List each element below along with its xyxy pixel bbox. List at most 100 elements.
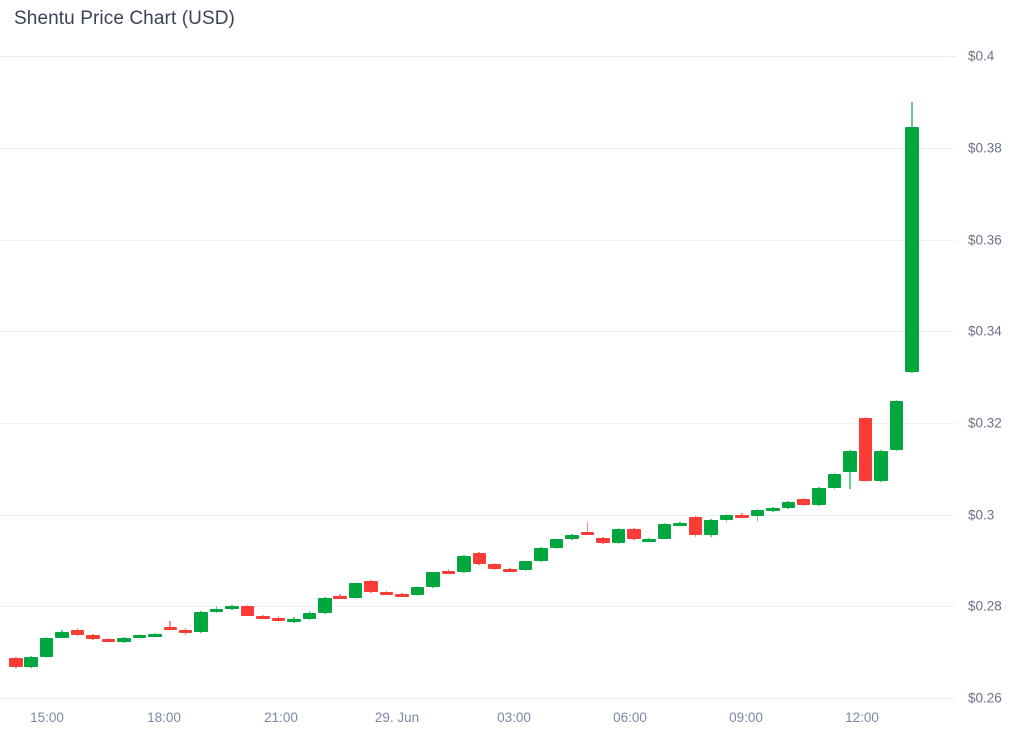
candlestick[interactable] xyxy=(657,40,672,705)
candlestick-body xyxy=(518,561,533,570)
candlestick[interactable] xyxy=(256,40,270,705)
candlestick[interactable] xyxy=(627,40,641,705)
candlestick[interactable] xyxy=(750,40,765,705)
candlestick[interactable] xyxy=(55,40,69,705)
candlestick[interactable] xyxy=(70,40,85,705)
candlestick-body xyxy=(148,633,162,637)
candlestick-body xyxy=(781,501,795,509)
candlestick[interactable] xyxy=(905,40,919,705)
candlestick[interactable] xyxy=(642,40,656,705)
candlestick[interactable] xyxy=(812,40,826,705)
candlestick[interactable] xyxy=(9,40,23,705)
candlestick[interactable] xyxy=(580,40,595,705)
candlestick[interactable] xyxy=(86,40,100,705)
y-tick-label: $0.4 xyxy=(968,48,995,64)
candlestick[interactable] xyxy=(148,40,162,705)
candlestick[interactable] xyxy=(163,40,177,705)
gridline xyxy=(0,514,956,516)
candlestick[interactable] xyxy=(688,40,703,705)
candlestick-body xyxy=(750,510,765,517)
candlestick-body xyxy=(55,631,69,638)
candlestick[interactable] xyxy=(858,40,873,705)
candlestick[interactable] xyxy=(503,40,517,705)
candlestick[interactable] xyxy=(364,40,378,705)
candlestick[interactable] xyxy=(194,40,208,705)
candlestick[interactable] xyxy=(348,40,363,705)
candlestick[interactable] xyxy=(395,40,409,705)
candlestick-body xyxy=(163,627,177,631)
y-tick-label: $0.3 xyxy=(968,507,995,523)
candlestick[interactable] xyxy=(518,40,533,705)
candlestick[interactable] xyxy=(271,40,286,705)
candlestick-body xyxy=(549,539,564,548)
candlestick[interactable] xyxy=(549,40,564,705)
candlestick[interactable] xyxy=(117,40,131,705)
gridline xyxy=(0,698,956,700)
candlestick-body xyxy=(39,637,54,657)
candlestick-body xyxy=(240,606,255,616)
candlestick-body xyxy=(565,534,579,540)
x-tick-label: 09:00 xyxy=(729,710,763,725)
candlestick[interactable] xyxy=(132,40,147,705)
gridline xyxy=(0,147,956,149)
candlestick[interactable] xyxy=(673,40,687,705)
x-tick-label: 03:00 xyxy=(497,710,531,725)
chart-plot-area[interactable] xyxy=(0,40,956,705)
candlestick[interactable] xyxy=(39,40,54,705)
page-title: Shentu Price Chart (USD) xyxy=(14,8,235,29)
candlestick-body xyxy=(472,553,486,565)
y-tick-label: $0.26 xyxy=(968,690,1002,706)
candlestick[interactable] xyxy=(704,40,718,705)
candlestick[interactable] xyxy=(379,40,394,705)
candlestick[interactable] xyxy=(874,40,888,705)
candlestick[interactable] xyxy=(410,40,425,705)
candlestick[interactable] xyxy=(225,40,239,705)
candlestick-body xyxy=(457,555,471,573)
candlestick[interactable] xyxy=(596,40,610,705)
candlestick-body xyxy=(348,583,363,599)
candlestick[interactable] xyxy=(287,40,301,705)
candlestick[interactable] xyxy=(719,40,734,705)
candlestick[interactable] xyxy=(209,40,224,705)
candlestick-body xyxy=(86,635,100,640)
candlestick-body xyxy=(9,657,23,668)
y-tick-label: $0.38 xyxy=(968,140,1002,156)
x-tick-label: 18:00 xyxy=(147,710,181,725)
candlestick[interactable] xyxy=(796,40,811,705)
candlestick[interactable] xyxy=(441,40,456,705)
candlestick-body xyxy=(318,598,332,613)
candlestick[interactable] xyxy=(472,40,486,705)
candlestick-body xyxy=(302,612,317,619)
candlestick[interactable] xyxy=(781,40,795,705)
candlestick[interactable] xyxy=(318,40,332,705)
candlestick[interactable] xyxy=(178,40,193,705)
candlestick[interactable] xyxy=(565,40,579,705)
candlestick-wick xyxy=(169,621,172,631)
candlestick[interactable] xyxy=(457,40,471,705)
candlestick[interactable] xyxy=(843,40,857,705)
candlestick[interactable] xyxy=(24,40,38,705)
candlestick-body xyxy=(766,508,780,512)
candlestick-body xyxy=(209,608,224,612)
candlestick[interactable] xyxy=(240,40,255,705)
gridline xyxy=(0,239,956,241)
candlestick-body xyxy=(673,522,687,526)
candlestick-body xyxy=(379,591,394,595)
candlestick-body xyxy=(426,572,440,588)
candlestick[interactable] xyxy=(487,40,502,705)
candlestick[interactable] xyxy=(534,40,548,705)
candlestick-body xyxy=(117,637,131,642)
candlestick[interactable] xyxy=(889,40,904,705)
candlestick[interactable] xyxy=(426,40,440,705)
candlestick[interactable] xyxy=(101,40,116,705)
candlestick[interactable] xyxy=(333,40,347,705)
candlestick[interactable] xyxy=(827,40,842,705)
candlestick-body xyxy=(333,596,347,600)
candlestick[interactable] xyxy=(611,40,626,705)
x-tick-label: 29. Jun xyxy=(374,710,420,725)
candlestick[interactable] xyxy=(766,40,780,705)
candlestick[interactable] xyxy=(302,40,317,705)
x-tick-label: 21:00 xyxy=(264,710,298,725)
candlestick[interactable] xyxy=(735,40,749,705)
